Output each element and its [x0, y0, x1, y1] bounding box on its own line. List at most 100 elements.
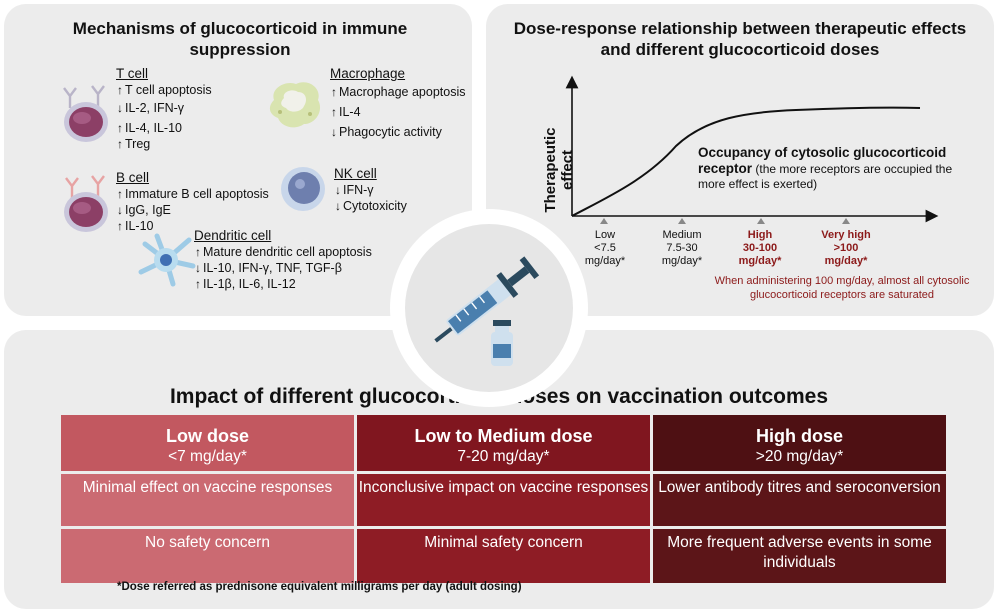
effect-text: IL-2, IFN-γ	[125, 101, 185, 115]
effect-line: ↓ IgG, IgE	[116, 202, 269, 218]
vaccination-table: Low dose <7 mg/day* Low to Medium dose 7…	[61, 415, 946, 583]
medium-dose-header: Low to Medium dose 7-20 mg/day*	[357, 415, 650, 471]
effect-text: Macrophage apoptosis	[339, 85, 466, 99]
effect-text: T cell apoptosis	[125, 83, 212, 97]
dendritic-cell-block: Dendritic cell ↑ Mature dendritic cell ap…	[194, 228, 372, 292]
b-cell-name: B cell	[116, 170, 150, 185]
dose-name: Medium	[662, 229, 702, 241]
macrophage-name: Macrophage	[330, 66, 406, 81]
t-cell-name: T cell	[116, 66, 149, 81]
effect-line: ↓ IFN-γ	[334, 182, 407, 198]
high-dose-effect: Lower antibody titres and seroconversion	[653, 474, 946, 526]
effect-line: ↓ Cytotoxicity	[334, 198, 407, 214]
medium-dose-name: Low to Medium dose	[414, 426, 593, 446]
down-arrow-icon: ↓	[195, 261, 201, 275]
b-cell-block: B cell ↑ Immature B cell apoptosis ↓ IgG, …	[116, 170, 269, 234]
effect-text: IL-1β, IL-6, IL-12	[203, 277, 296, 291]
effect-text: IL-4, IL-10	[125, 121, 182, 135]
effect-line: ↑ Treg	[116, 136, 212, 152]
down-arrow-icon: ↓	[335, 199, 341, 213]
effect-text: Mature dendritic cell apoptosis	[203, 245, 372, 259]
up-arrow-icon: ↑	[195, 277, 201, 291]
medium-dose-safety: Minimal safety concern	[357, 529, 650, 583]
t-cell-block: T cell ↑ T cell apoptosis ↓ IL-2, IFN-γ ↑ I…	[116, 66, 212, 152]
effect-text: IgG, IgE	[125, 203, 171, 217]
up-arrow-icon: ↑	[331, 105, 337, 119]
dose-unit: mg/day*	[824, 255, 868, 267]
nk-cell-name: NK cell	[334, 166, 377, 181]
dose-marker	[678, 218, 686, 224]
effect-line: ↑ Macrophage apoptosis	[330, 84, 465, 100]
down-arrow-icon: ↓	[335, 183, 341, 197]
dose-marker	[757, 218, 765, 224]
b-cell-icon	[64, 175, 108, 232]
low-dose-effect: Minimal effect on vaccine responses	[61, 474, 354, 526]
effect-line: ↑ IL-10	[116, 218, 269, 234]
occupancy-description: (the more receptors are occupied the mor…	[698, 162, 953, 191]
high-dose-safety: More frequent adverse events in some ind…	[653, 529, 946, 583]
effect-line: ↓ Phagocytic activity	[330, 124, 465, 140]
dose-low: Low <7.5 mg/day*	[565, 229, 645, 268]
up-arrow-icon: ↑	[331, 85, 337, 99]
high-dose-range: >20 mg/day*	[755, 448, 844, 465]
high-dose-name: High dose	[755, 426, 843, 446]
effect-text: IL-10	[125, 219, 154, 233]
footnote: *Dose referred as prednisone equivalent …	[117, 581, 522, 593]
effect-line: ↑ IL-4	[330, 104, 465, 120]
effect-text: IL-4	[339, 105, 361, 119]
effect-line: ↑ IL-4, IL-10	[116, 120, 212, 136]
vial-icon	[491, 320, 513, 366]
mechanisms-title: Mechanisms of glucocorticoid in immune s…	[72, 19, 408, 59]
dose-response-title: Dose-response relationship between thera…	[513, 19, 967, 59]
medium-dose-effect: Inconclusive impact on vaccine responses	[357, 474, 650, 526]
up-arrow-icon: ↑	[195, 245, 201, 259]
low-dose-range: <7 mg/day*	[168, 448, 247, 465]
dose-unit: mg/day*	[661, 255, 703, 267]
up-arrow-icon: ↑	[117, 137, 123, 151]
effect-text: IFN-γ	[343, 183, 374, 197]
down-arrow-icon: ↓	[117, 203, 123, 217]
dose-range: >100	[833, 242, 859, 254]
occupancy-title: Occupancy of cytosolic glucocorticoid re…	[698, 145, 947, 176]
dose-medium: Medium 7.5-30 mg/day*	[642, 229, 722, 268]
macrophage-block: Macrophage ↑ Macrophage apoptosis ↑ IL-4 ↓…	[330, 66, 465, 140]
effect-line: ↓ IL-2, IFN-γ	[116, 100, 212, 116]
dose-name: Low	[594, 229, 616, 241]
dose-range: <7.5	[594, 242, 616, 254]
macrophage-icon	[269, 82, 321, 128]
high-dose-header: High dose >20 mg/day*	[653, 415, 946, 471]
dose-response-curve	[571, 106, 921, 217]
syringe-icon	[434, 256, 540, 366]
effect-text: Immature B cell apoptosis	[125, 187, 269, 201]
mechanisms-panel	[4, 4, 472, 316]
effect-text: IL-10, IFN-γ, TNF, TGF-β	[203, 261, 342, 275]
down-arrow-icon: ↓	[117, 101, 123, 115]
occupancy-text: Occupancy of cytosolic glucocorticoid re…	[698, 145, 968, 192]
effect-line: ↑ IL-1β, IL-6, IL-12	[194, 276, 372, 292]
up-arrow-icon: ↑	[117, 83, 123, 97]
dose-range: 30-100	[742, 242, 778, 254]
saturation-note: When administering 100 mg/day, almost al…	[714, 275, 970, 301]
t-cell-icon	[63, 85, 108, 142]
up-arrow-icon: ↑	[117, 187, 123, 201]
low-dose-safety: No safety concern	[61, 529, 354, 583]
dendritic-cell-icon	[138, 233, 196, 287]
medium-dose-range: 7-20 mg/day*	[457, 448, 550, 465]
down-arrow-icon: ↓	[331, 125, 337, 139]
dose-response-chart	[565, 75, 939, 224]
nk-cell-icon	[281, 167, 325, 211]
dose-very-high: Very high >100 mg/day*	[806, 229, 886, 268]
dose-name: Very high	[821, 229, 871, 241]
effect-text: Cytotoxicity	[343, 199, 407, 213]
low-dose-name: Low dose	[165, 426, 249, 446]
dose-unit: mg/day*	[584, 255, 626, 267]
dendritic-cell-name: Dendritic cell	[194, 228, 272, 243]
dose-marker	[842, 218, 850, 224]
effect-text: Phagocytic activity	[339, 125, 442, 139]
up-arrow-icon: ↑	[117, 219, 123, 233]
effect-text: Treg	[125, 137, 151, 151]
dose-marker	[600, 218, 608, 224]
low-dose-header: Low dose <7 mg/day*	[61, 415, 354, 471]
dose-high: High 30-100 mg/day*	[720, 229, 800, 268]
effect-line: ↑ T cell apoptosis	[116, 82, 212, 98]
